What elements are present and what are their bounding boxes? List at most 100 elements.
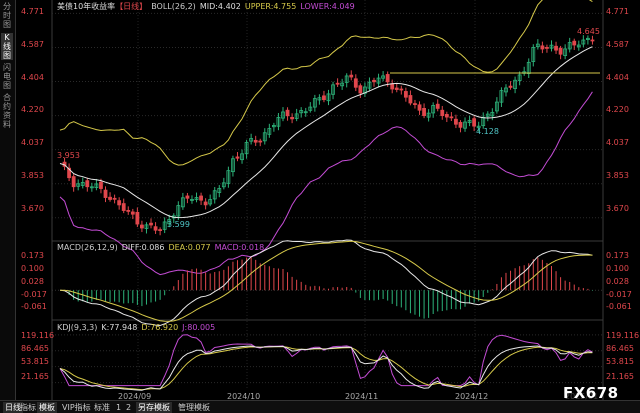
price-tick: 4.037 xyxy=(606,138,629,147)
x-label: 2024/10 xyxy=(227,392,261,401)
tab-2[interactable]: 2 xyxy=(126,403,132,412)
x-label: 2025/01 xyxy=(565,392,599,401)
candle-body xyxy=(590,39,595,42)
macd-legend: MACD(26,12,9) DIFF:0.086 DEA:0.077 MACD:0.0… xyxy=(57,243,268,252)
candle-body xyxy=(326,93,331,102)
kdj-tick: 53.815 xyxy=(606,357,634,366)
candle-body xyxy=(190,199,194,201)
candle-body xyxy=(135,211,140,225)
sidebar-item-timeshare[interactable]: 分时图 xyxy=(3,2,11,29)
candle-body xyxy=(130,211,135,215)
candle-body xyxy=(276,116,281,127)
macd-tick: 0.173 xyxy=(606,251,629,260)
price-tick: 3.670 xyxy=(606,204,629,213)
boll-mid-value: MID:4.402 xyxy=(199,2,241,11)
candle-body xyxy=(390,83,395,90)
macd-tick-left: 0.100 xyxy=(21,264,44,273)
kdj-k-line xyxy=(59,345,593,391)
candle-body xyxy=(344,75,349,83)
price-tick-left: 3.670 xyxy=(21,204,44,213)
candle-body xyxy=(504,87,508,93)
price-tick: 4.771 xyxy=(606,7,629,16)
candle-body xyxy=(463,121,467,129)
candle-body xyxy=(285,109,290,117)
macd-tick: 0.100 xyxy=(606,264,629,273)
candle-body xyxy=(513,79,517,89)
candle-body xyxy=(153,226,158,231)
candle-body xyxy=(99,181,103,189)
tab-indicator[interactable]: 指标 xyxy=(20,403,36,412)
candle-body xyxy=(403,91,408,98)
tab-save-template[interactable]: 另存模板 xyxy=(136,402,172,413)
candle-body xyxy=(203,201,208,206)
candle-body xyxy=(467,119,472,124)
boll-lower-value: LOWER:4.049 xyxy=(300,2,355,11)
candle-body xyxy=(472,118,477,127)
candle-body xyxy=(103,189,108,198)
macd-tick-left: -0.061 xyxy=(21,302,47,311)
candle-body xyxy=(481,116,486,127)
candle-body xyxy=(554,45,558,51)
candle-body xyxy=(176,205,181,217)
candle-body xyxy=(417,104,422,111)
macd-tick: -0.061 xyxy=(606,302,632,311)
fx678-logo: FX678 xyxy=(563,384,619,402)
candle-body xyxy=(476,125,481,129)
tab-vip-indicator[interactable]: VIP指标 xyxy=(62,403,91,412)
candle-body xyxy=(303,111,308,114)
candle-body xyxy=(372,79,376,83)
kdj-tick: 21.165 xyxy=(606,372,634,381)
sidebar-item-lightning[interactable]: 闪电图 xyxy=(3,63,11,90)
candle-body xyxy=(431,105,436,114)
candle-body xyxy=(71,176,76,188)
macd-diff-line xyxy=(59,239,593,327)
candle-body xyxy=(408,95,413,104)
candle-body xyxy=(80,182,85,186)
tab-daily[interactable]: 日线 xyxy=(3,402,23,413)
candle-body xyxy=(126,210,131,212)
candle-body xyxy=(267,128,272,135)
kdj-tick-left: 21.165 xyxy=(21,372,49,381)
candle-body xyxy=(185,195,190,199)
tab-manage-template[interactable]: 管理模板 xyxy=(178,403,210,412)
kdj-j-line xyxy=(59,334,593,387)
candle-body xyxy=(526,61,531,74)
candle-body xyxy=(449,116,454,119)
candle-body xyxy=(158,229,163,231)
candle-body xyxy=(149,222,153,226)
candle-body xyxy=(76,183,81,187)
kdj-tick-left: 53.815 xyxy=(21,357,49,366)
candle-body xyxy=(89,186,94,189)
tab-template[interactable]: 模板 xyxy=(37,402,57,413)
kdj-tick: 86.465 xyxy=(606,344,634,353)
candle-body xyxy=(485,113,490,117)
boll-lower-line xyxy=(59,91,593,276)
chart-canvas[interactable] xyxy=(0,0,640,400)
candle-body xyxy=(545,46,549,49)
candle-body xyxy=(331,84,335,95)
macd-macd-value: MACD:0.018 xyxy=(214,243,265,252)
candle-body xyxy=(94,183,99,189)
tab-standard[interactable]: 标准 xyxy=(94,403,110,412)
candle-body xyxy=(394,87,399,90)
candle-body xyxy=(376,77,381,84)
candle-body xyxy=(312,98,317,108)
candle-body xyxy=(413,103,417,105)
macd-diff-value: DIFF:0.086 xyxy=(121,243,165,252)
candle-body xyxy=(349,74,354,78)
tab-1[interactable]: 1 xyxy=(116,403,122,412)
sidebar-item-kline[interactable]: K线图 xyxy=(1,33,13,60)
candle-body xyxy=(385,74,390,83)
sidebar-item-contract-info[interactable]: 合约资料 xyxy=(3,93,11,129)
candle-body xyxy=(540,45,545,50)
price-tick-left: 4.404 xyxy=(21,73,44,82)
candle-body xyxy=(226,170,231,184)
macd-tick-left: 0.173 xyxy=(21,251,44,260)
boll-upper-line xyxy=(59,0,593,166)
macd-tick-left: -0.017 xyxy=(21,290,47,299)
x-label: 2024/09 xyxy=(118,392,152,401)
candle-body xyxy=(144,224,149,229)
x-label: 2024/11 xyxy=(345,392,379,401)
candle-body xyxy=(490,111,495,117)
